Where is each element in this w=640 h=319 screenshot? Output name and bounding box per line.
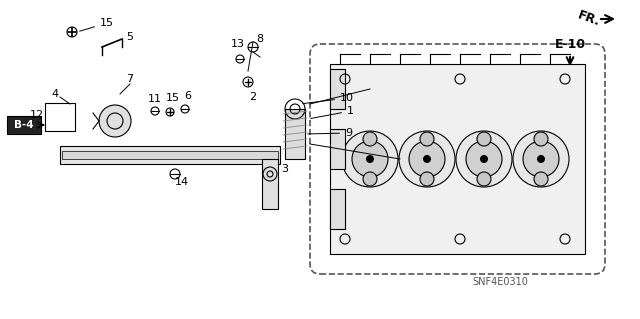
Text: 5: 5: [127, 32, 134, 42]
Bar: [45, 103, 75, 131]
Text: 12: 12: [30, 110, 44, 120]
Text: E-10: E-10: [554, 38, 586, 50]
Bar: [285, 109, 305, 159]
Text: 4: 4: [51, 89, 59, 99]
Text: 7: 7: [127, 74, 134, 84]
Circle shape: [534, 172, 548, 186]
Bar: [330, 69, 345, 109]
Bar: [62, 151, 278, 159]
Text: B-4: B-4: [14, 120, 34, 130]
Bar: [330, 189, 345, 229]
Circle shape: [423, 155, 431, 163]
Circle shape: [456, 131, 512, 187]
Circle shape: [513, 131, 569, 187]
Text: 10: 10: [303, 93, 354, 104]
Circle shape: [534, 132, 548, 146]
Bar: [330, 129, 345, 169]
Text: 11: 11: [148, 94, 162, 104]
Bar: [60, 146, 280, 164]
Text: 14: 14: [175, 177, 189, 187]
Circle shape: [363, 132, 377, 146]
Circle shape: [466, 141, 502, 177]
Text: SNF4E0310: SNF4E0310: [472, 277, 528, 287]
Text: 9: 9: [308, 128, 352, 138]
Text: 3: 3: [282, 164, 289, 174]
Text: 15: 15: [166, 93, 180, 103]
Bar: [262, 159, 278, 209]
Circle shape: [342, 131, 398, 187]
Circle shape: [399, 131, 455, 187]
Text: 15: 15: [79, 18, 114, 31]
Text: 1: 1: [311, 106, 354, 118]
Text: 13: 13: [231, 39, 245, 49]
Circle shape: [363, 172, 377, 186]
Circle shape: [409, 141, 445, 177]
Circle shape: [420, 132, 434, 146]
Circle shape: [477, 172, 491, 186]
Circle shape: [352, 141, 388, 177]
Text: 8: 8: [257, 34, 264, 44]
Circle shape: [480, 155, 488, 163]
Circle shape: [523, 141, 559, 177]
Circle shape: [99, 105, 131, 137]
Circle shape: [366, 155, 374, 163]
Bar: [330, 64, 585, 254]
Circle shape: [537, 155, 545, 163]
Circle shape: [420, 172, 434, 186]
FancyBboxPatch shape: [7, 116, 41, 134]
Text: FR.: FR.: [576, 9, 602, 29]
Circle shape: [477, 132, 491, 146]
Text: 6: 6: [184, 91, 191, 101]
Text: 2: 2: [250, 92, 257, 102]
